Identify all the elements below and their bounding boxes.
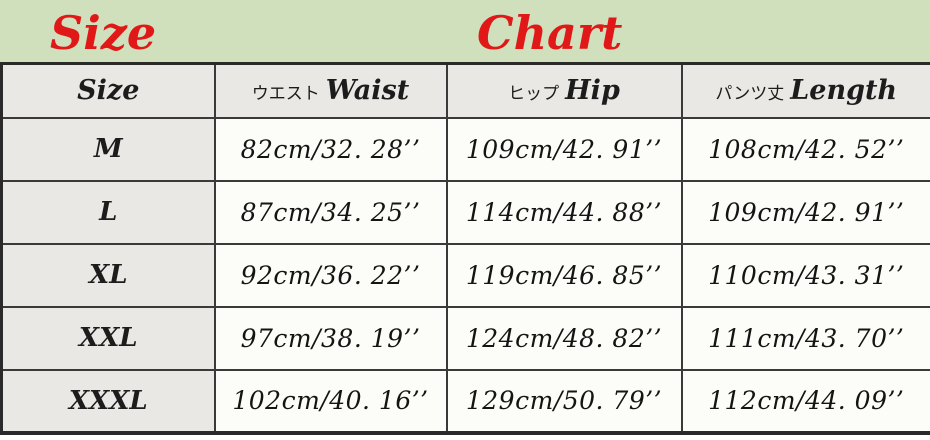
table-row-l: L 87cm/34. 25’’ 114cm/44. 88’’ 109cm/42. 91… <box>0 179 930 245</box>
column-header-waist: ウエスト Waist <box>213 62 448 119</box>
cell-length: 111cm/43. 70’’ <box>680 305 930 371</box>
cell-waist: 102cm/40. 16’’ <box>213 368 448 434</box>
table-row-xl: XL 92cm/36. 22’’ 119cm/46. 85’’ 110cm/43. 3… <box>0 242 930 308</box>
title-word-size: Size <box>50 6 157 60</box>
cell-size: XXL <box>0 305 216 371</box>
cell-length: 110cm/43. 31’’ <box>680 242 930 308</box>
cell-hip: 114cm/44. 88’’ <box>445 179 683 245</box>
cell-size: M <box>0 116 216 182</box>
cell-length: 109cm/42. 91’’ <box>680 179 930 245</box>
column-header-label-hip: Hip <box>565 75 620 107</box>
cell-length: 112cm/44. 09’’ <box>680 368 930 434</box>
table-header-row: Size ウエスト Waist ヒップ Hip パンツ丈 Length <box>0 62 930 119</box>
column-header-jp-hip: ヒップ <box>508 84 560 105</box>
cell-waist: 87cm/34. 25’’ <box>213 179 448 245</box>
column-header-size: Size <box>0 62 216 119</box>
title-word-chart: Chart <box>477 6 623 60</box>
cell-size: XL <box>0 242 216 308</box>
column-header-label-length: Length <box>790 75 898 107</box>
column-header-label-waist: Waist <box>325 75 410 107</box>
column-header-jp-length: パンツ丈 <box>715 84 785 105</box>
cell-waist: 82cm/32. 28’’ <box>213 116 448 182</box>
size-table: Size ウエスト Waist ヒップ Hip パンツ丈 Length M 82cm/32. … <box>0 62 930 435</box>
column-header-label-size: Size <box>77 75 140 107</box>
cell-hip: 109cm/42. 91’’ <box>445 116 683 182</box>
column-header-length: パンツ丈 Length <box>680 62 930 119</box>
cell-hip: 129cm/50. 79’’ <box>445 368 683 434</box>
column-header-jp-waist: ウエスト <box>251 84 320 105</box>
table-row-xxl: XXL 97cm/38. 19’’ 124cm/48. 82’’ 111cm/43. … <box>0 305 930 371</box>
cell-size: L <box>0 179 216 245</box>
cell-length: 108cm/42. 52’’ <box>680 116 930 182</box>
table-row-xxxl: XXXL 102cm/40. 16’’ 129cm/50. 79’’ 112cm/44… <box>0 368 930 434</box>
cell-waist: 97cm/38. 19’’ <box>213 305 448 371</box>
cell-waist: 92cm/36. 22’’ <box>213 242 448 308</box>
column-header-hip: ヒップ Hip <box>445 62 683 119</box>
cell-hip: 124cm/48. 82’’ <box>445 305 683 371</box>
page-title: Size Chart <box>0 0 930 62</box>
cell-hip: 119cm/46. 85’’ <box>445 242 683 308</box>
table-row-m: M 82cm/32. 28’’ 109cm/42. 91’’ 108cm/42. 52… <box>0 116 930 182</box>
cell-size: XXXL <box>0 368 216 434</box>
